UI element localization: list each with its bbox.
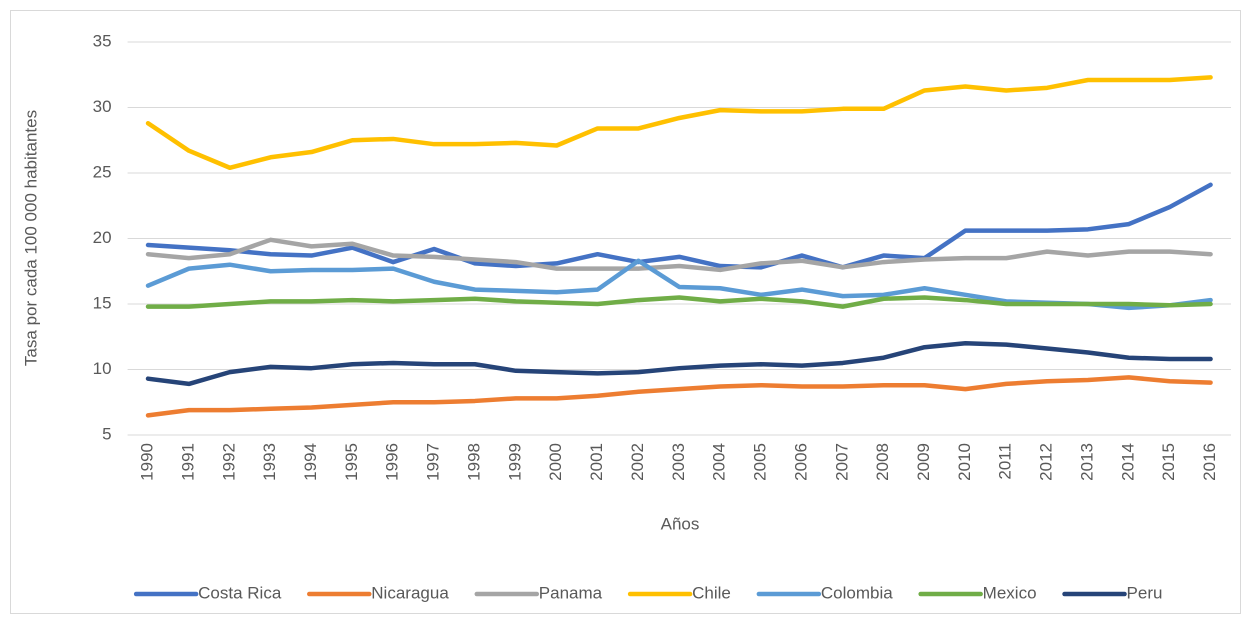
x-tick-label: 2016	[1200, 443, 1219, 481]
legend-label: Panama	[539, 583, 603, 602]
x-tick-label: 2002	[628, 443, 647, 481]
legend-label: Peru	[1127, 583, 1163, 602]
legend-label: Costa Rica	[198, 583, 282, 602]
series-line	[145, 375, 1213, 418]
x-tick-label: 2011	[996, 443, 1015, 480]
y-tick-label: 10	[93, 359, 112, 378]
x-tick-label: 2014	[1118, 443, 1137, 481]
x-tick-label: 2009	[914, 443, 933, 481]
x-tick-label: 1997	[424, 443, 443, 481]
x-tick-label: 2012	[1037, 443, 1056, 481]
x-tick-label: 2000	[546, 443, 565, 481]
x-tick-label: 1990	[138, 443, 157, 481]
legend-label: Colombia	[821, 583, 893, 602]
y-tick-label: 5	[102, 424, 111, 443]
x-tick-label: 2008	[873, 443, 892, 481]
x-tick-label: 2013	[1077, 443, 1096, 481]
y-tick-label: 25	[93, 162, 112, 181]
series-line	[145, 182, 1213, 270]
x-tick-label: 2001	[587, 443, 606, 481]
x-axis-title: Años	[661, 514, 700, 533]
x-tick-label: 1999	[505, 443, 524, 481]
legend-label: Nicaragua	[371, 583, 449, 602]
legend-label: Chile	[692, 583, 731, 602]
y-tick-label: 15	[93, 293, 112, 312]
x-tick-label: 2015	[1159, 443, 1178, 481]
x-tick-label: 2010	[955, 443, 974, 481]
x-tick-label: 2007	[832, 443, 851, 481]
y-tick-label: 30	[93, 97, 112, 116]
x-tick-label: 1998	[464, 443, 483, 481]
x-tick-label: 1996	[383, 443, 402, 481]
series-line	[145, 341, 1213, 387]
series-line	[145, 75, 1213, 171]
y-tick-label: 35	[93, 31, 112, 50]
x-tick-label: 1991	[178, 443, 197, 481]
x-tick-label: 1994	[301, 443, 320, 481]
x-tick-label: 1992	[219, 443, 238, 481]
x-tick-label: 2003	[669, 443, 688, 481]
series-line	[145, 295, 1213, 309]
x-tick-label: 2004	[710, 443, 729, 481]
y-axis-title: Tasa por cada 100 000 habitantes	[21, 110, 40, 366]
x-tick-label: 2005	[751, 443, 770, 481]
series-line	[145, 237, 1213, 273]
x-tick-label: 2006	[791, 443, 810, 481]
y-tick-label: 20	[93, 228, 112, 247]
chart-frame	[10, 10, 1241, 614]
x-tick-label: 1993	[260, 443, 279, 481]
legend-label: Mexico	[983, 583, 1037, 602]
x-tick-label: 1995	[342, 443, 361, 481]
